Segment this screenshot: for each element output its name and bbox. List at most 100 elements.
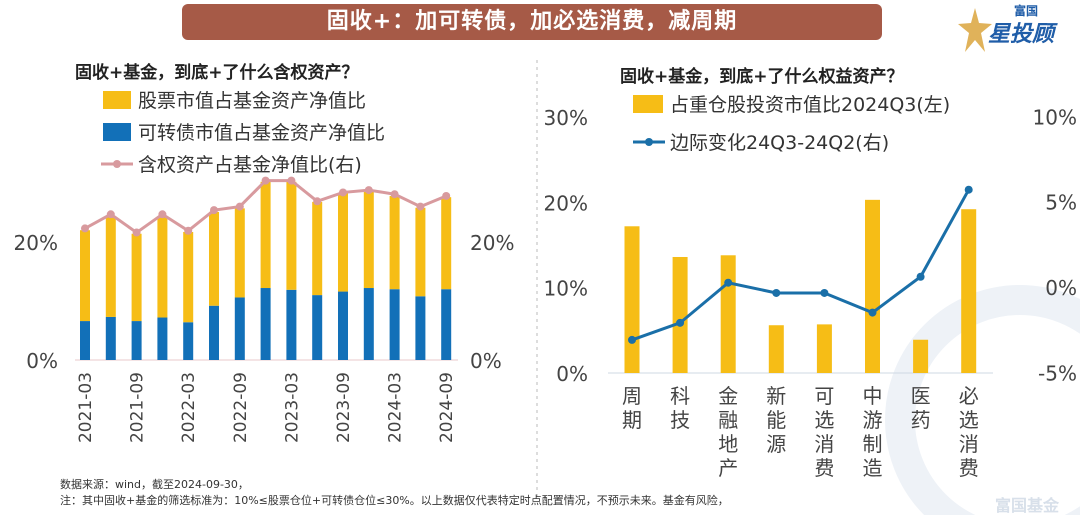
bar-convertible xyxy=(209,305,219,360)
legend-label: 股票市值占基金资产净值比 xyxy=(138,90,366,112)
bar-stock xyxy=(312,201,323,296)
line-point xyxy=(210,206,218,215)
bar-convertible xyxy=(260,288,271,360)
x-category: 必选消费 xyxy=(959,384,979,480)
line-point xyxy=(676,318,685,327)
logo-top: 富国 xyxy=(1014,4,1039,18)
bar-holding-share xyxy=(961,209,977,373)
y-right-tick: 10% xyxy=(1033,105,1077,129)
legend-label: 含权资产占基金净值比(右) xyxy=(138,154,362,176)
bar-convertible xyxy=(234,297,245,360)
x-tick: 2022-03 xyxy=(179,372,199,443)
bar-holding-share xyxy=(865,199,880,373)
line-point xyxy=(868,308,877,317)
legend-label: 可转债市值占基金资产净值比 xyxy=(138,122,385,144)
line-point xyxy=(416,202,425,211)
x-category: 金融地产 xyxy=(718,384,738,480)
legend-swatch xyxy=(103,91,131,109)
x-tick: 2023-09 xyxy=(334,372,354,443)
bar-convertible xyxy=(363,288,374,360)
line-point xyxy=(916,272,925,281)
line-point xyxy=(287,176,296,185)
bar-stock xyxy=(389,195,400,290)
legend-swatch xyxy=(633,95,663,113)
data-source: 数据来源：wind，截至2024-09-30， xyxy=(60,478,249,491)
bar-holding-share xyxy=(913,339,929,373)
line-point xyxy=(158,210,167,219)
bar-holding-share xyxy=(624,226,640,373)
line-point xyxy=(442,191,451,200)
x-category: 中游制造 xyxy=(863,384,883,480)
x-tick: 2021-09 xyxy=(128,372,148,443)
bar-holding-share xyxy=(720,255,736,373)
bar-convertible xyxy=(312,295,323,360)
x-category: 新能源 xyxy=(766,384,786,456)
legend-label: 占重仓股投资市值比2024Q3(左) xyxy=(670,94,950,116)
x-tick: 2021-03 xyxy=(76,372,96,443)
bar-convertible xyxy=(286,289,297,360)
right-chart-title: 固收+基金，到底+了什么权益资产？ xyxy=(620,66,904,87)
bar-convertible xyxy=(389,289,400,360)
watermark: 富国基金 xyxy=(885,285,1080,515)
line-point xyxy=(313,197,322,206)
legend-swatch xyxy=(103,123,131,141)
x-tick: 2022-09 xyxy=(231,372,251,443)
y-right-tick: 0% xyxy=(470,349,502,373)
x-category: 周期 xyxy=(622,384,642,432)
bar-stock xyxy=(363,191,374,289)
line-marginal-change xyxy=(631,188,971,342)
bar-stock xyxy=(441,197,452,290)
bar-stock xyxy=(234,208,245,298)
bar-stock xyxy=(286,181,297,290)
bar-convertible xyxy=(338,291,348,360)
x-category: 可选消费 xyxy=(814,384,834,480)
bar-stock xyxy=(209,211,219,306)
bar-stock xyxy=(157,216,168,318)
bar-stock xyxy=(131,233,142,322)
legend-label: 边际变化24Q3-24Q2(右) xyxy=(670,132,889,154)
line-point xyxy=(261,176,270,185)
y-right-tick: 0% xyxy=(1045,276,1077,300)
line-point xyxy=(772,288,781,297)
x-category: 医药 xyxy=(911,384,931,432)
line-point xyxy=(184,226,193,235)
y-left-tick: 10% xyxy=(544,277,588,301)
line-point xyxy=(820,288,829,297)
line-point xyxy=(339,188,347,197)
line-point xyxy=(390,190,399,199)
watermark-text: 富国基金 xyxy=(995,496,1060,515)
bar-convertible xyxy=(441,289,452,360)
bar-stock xyxy=(183,231,194,323)
line-point xyxy=(235,202,244,211)
bar-convertible xyxy=(183,322,194,360)
x-category: 科技 xyxy=(670,384,690,432)
bar-holding-share xyxy=(768,325,784,373)
left-chart-title: 固收+基金，到底+了什么含权资产？ xyxy=(75,62,359,83)
bar-convertible xyxy=(157,317,168,360)
footnote: 注：其中固收+基金的筛选标准为：10%≤股票仓位+可转债仓位≤30%。以上数据仅… xyxy=(60,494,729,507)
bar-stock xyxy=(415,207,426,297)
x-tick: 2023-03 xyxy=(282,372,302,443)
line-point xyxy=(81,224,89,233)
logo: 富国 星投顾 xyxy=(958,4,1058,54)
line-point xyxy=(364,186,373,195)
x-tick: 2024-03 xyxy=(386,372,406,443)
bar-stock xyxy=(80,230,90,322)
bar-convertible xyxy=(131,321,142,360)
y-right-tick: 20% xyxy=(470,231,514,255)
title-banner: 固收+：加可转债，加必选消费，减周期 xyxy=(182,4,882,40)
line-point xyxy=(724,278,733,287)
x-tick: 2024-09 xyxy=(437,372,457,443)
line-point xyxy=(106,210,115,219)
line-point xyxy=(964,185,973,194)
bar-convertible xyxy=(415,296,426,360)
y-left-tick: 20% xyxy=(14,231,58,255)
logo-bottom: 星投顾 xyxy=(988,22,1055,47)
y-left-tick: 20% xyxy=(544,191,588,215)
bar-stock xyxy=(105,216,116,317)
y-left-tick: 0% xyxy=(556,362,588,386)
legend-marker xyxy=(113,160,121,168)
line-point xyxy=(628,335,636,344)
bar-convertible xyxy=(80,321,90,360)
